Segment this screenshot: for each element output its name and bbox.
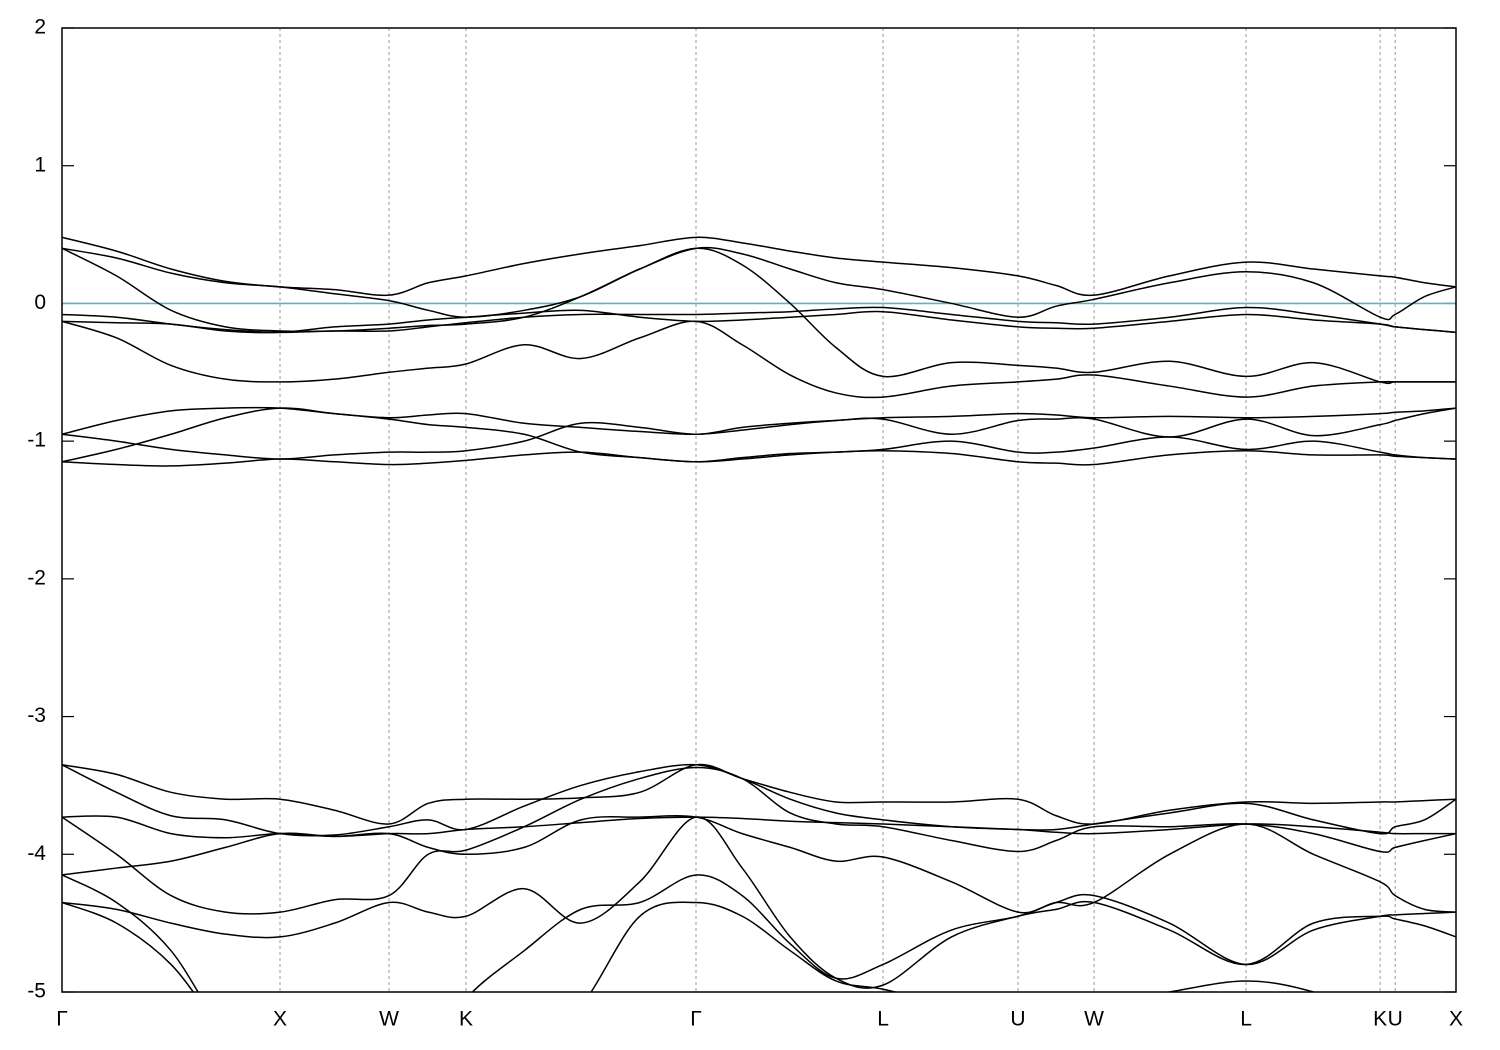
x-tick-label: K	[1373, 1008, 1387, 1031]
band-line	[62, 763, 1456, 825]
band-line	[62, 406, 1456, 436]
x-tick-label: U	[1010, 1008, 1025, 1031]
band-line	[62, 874, 1456, 992]
band-line	[62, 309, 1456, 334]
band-line	[62, 306, 1456, 334]
band-line	[62, 816, 1456, 989]
y-tick-label: -3	[27, 704, 46, 727]
band-line	[62, 247, 1456, 385]
band-line	[62, 320, 1456, 399]
x-tick-label: X	[273, 1008, 287, 1031]
band-line	[62, 246, 1456, 321]
x-tick-label: K	[459, 1008, 473, 1031]
x-tick-label: Γ	[56, 1008, 68, 1031]
x-tick-label: L	[1240, 1008, 1252, 1031]
y-tick-label: -2	[27, 566, 46, 589]
band-line	[62, 407, 1456, 463]
band-line	[62, 815, 1456, 914]
y-tick-label: -5	[27, 980, 46, 1003]
x-tick-label: W	[1084, 1008, 1104, 1031]
y-tick-label: -4	[27, 842, 46, 865]
band-line	[62, 449, 1456, 467]
band-line	[62, 407, 1456, 460]
band-line	[62, 766, 1456, 915]
band-line	[62, 236, 1456, 297]
bands	[62, 236, 1456, 992]
y-tick-label: 2	[34, 16, 46, 39]
band-line	[62, 763, 1456, 837]
grid	[61, 27, 1457, 993]
y-tick-label: -1	[27, 429, 46, 452]
band-line	[62, 874, 1316, 992]
x-tick-label: X	[1449, 1008, 1463, 1031]
x-tick-label: U	[1388, 1008, 1403, 1031]
y-tick-label: 1	[34, 153, 46, 176]
y-tick-label: 0	[34, 291, 46, 314]
x-tick-label: L	[877, 1008, 889, 1031]
x-tick-label: Γ	[690, 1008, 702, 1031]
x-tick-label: W	[379, 1008, 399, 1031]
plot-frame	[61, 27, 1457, 993]
